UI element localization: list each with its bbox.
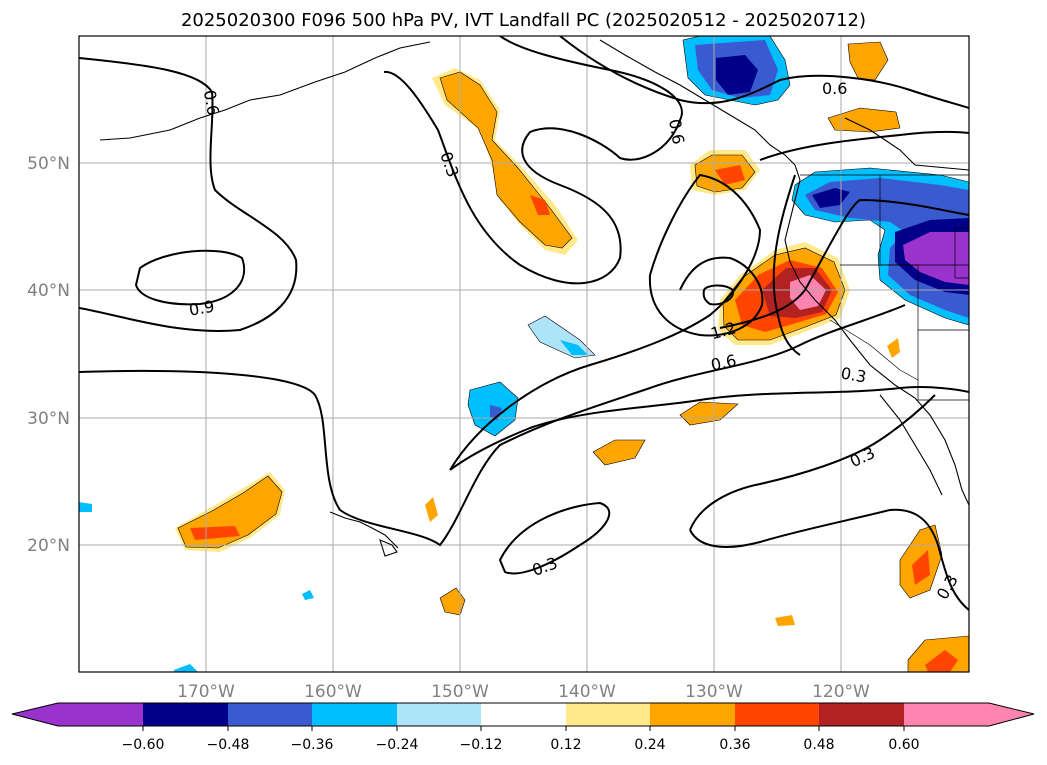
colorbar-tick-label: −0.12 — [460, 737, 503, 753]
colorbar-tick-label: 0.48 — [803, 737, 834, 753]
colorbar: −0.60 −0.48 −0.36 −0.24 −0.12 0.12 0.24 … — [11, 702, 1035, 753]
colorbar-segment — [819, 703, 905, 726]
contour-label: 0.6 — [200, 89, 223, 117]
contour-label: 0.6 — [709, 351, 738, 375]
colorbar-segment — [397, 703, 482, 726]
lon-tick-label: 130°W — [685, 682, 743, 702]
lat-tick-label: 40°N — [27, 281, 70, 301]
contour-label: 0.3 — [839, 363, 867, 386]
colorbar-segment — [650, 703, 736, 726]
lat-tick-labels: 50°N 40°N 30°N 20°N — [27, 154, 70, 556]
gridlines — [79, 36, 969, 672]
lon-tick-label: 150°W — [431, 682, 489, 702]
lon-tick-label: 120°W — [812, 682, 870, 702]
colorbar-extend-low — [12, 703, 58, 726]
map-frame — [78, 35, 970, 673]
colorbar-segment — [228, 703, 313, 726]
colorbar-segment — [904, 703, 989, 726]
colorbar-segment — [735, 703, 820, 726]
pv-contours — [79, 36, 969, 611]
lat-tick-label: 20°N — [27, 536, 70, 556]
colorbar-segment — [58, 703, 144, 726]
colorbar-tick-label: 0.36 — [719, 737, 750, 753]
filled-anomalies — [79, 36, 969, 672]
colorbar-tick-label: −0.48 — [207, 737, 250, 753]
lon-tick-label: 170°W — [177, 682, 235, 702]
lon-tick-label: 140°W — [558, 682, 616, 702]
colorbar-tick-label: 0.24 — [634, 737, 665, 753]
colorbar-segment — [481, 703, 567, 726]
coastlines — [99, 39, 969, 557]
lat-tick-label: 50°N — [27, 154, 70, 174]
contour-label: 0.6 — [822, 79, 847, 98]
colorbar-tick-label: 0.60 — [888, 737, 919, 753]
colorbar-extend-high — [989, 703, 1034, 726]
colorbar-segment — [143, 703, 229, 726]
lat-tick-label: 30°N — [27, 409, 70, 429]
colorbar-segment — [566, 703, 651, 726]
contour-label: 0.6 — [665, 117, 688, 145]
colorbar-tick-label: −0.60 — [122, 737, 165, 753]
contour-label: 0.9 — [188, 297, 216, 320]
political-borders — [800, 174, 969, 401]
colorbar-tick-label: −0.24 — [376, 737, 419, 753]
figure-title: 2025020300 F096 500 hPa PV, IVT Landfall… — [180, 10, 867, 31]
colorbar-segment — [312, 703, 398, 726]
colorbar-tick-label: 0.12 — [550, 737, 581, 753]
colorbar-tick-label: −0.36 — [291, 737, 334, 753]
lon-tick-labels: 170°W 160°W 150°W 140°W 130°W 120°W — [177, 682, 870, 702]
lon-tick-label: 160°W — [304, 682, 362, 702]
map-area — [79, 36, 969, 672]
